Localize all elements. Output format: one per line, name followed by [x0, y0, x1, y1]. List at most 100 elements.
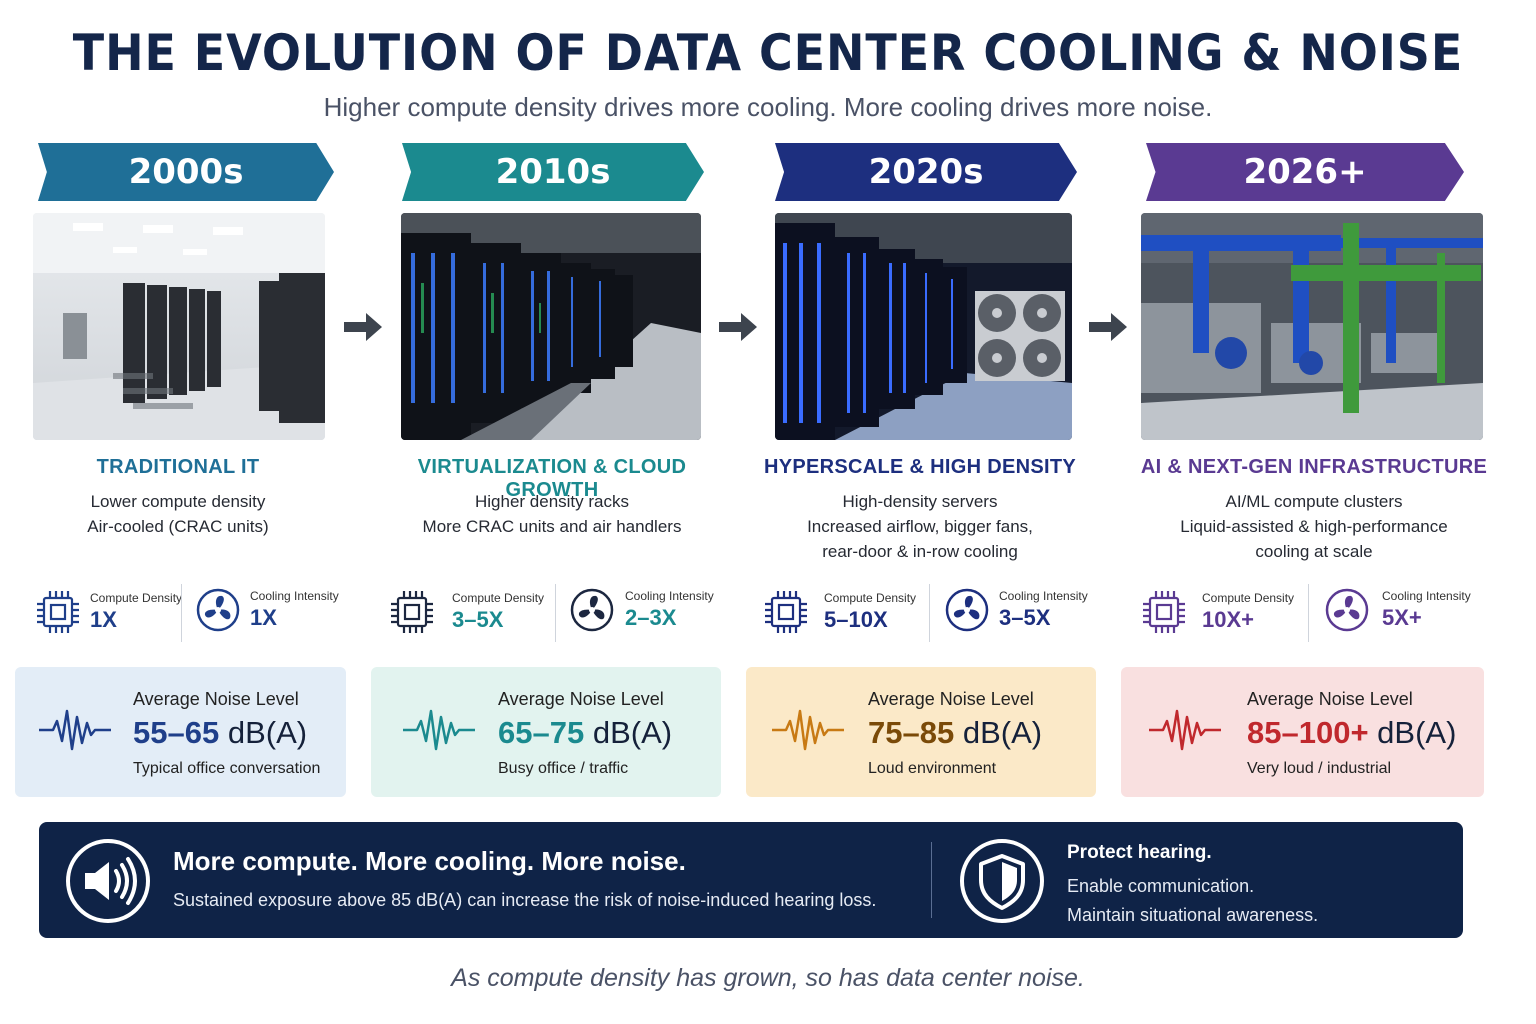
- chip-icon: [765, 591, 807, 633]
- era-desc-line: Higher density racks: [474, 492, 629, 511]
- metric-value: 1X: [250, 605, 277, 630]
- era-desc-line: Increased airflow, bigger fans,: [807, 517, 1033, 536]
- era-description: Lower compute density Air-cooled (CRAC u…: [8, 489, 348, 539]
- footer-headline: More compute. More cooling. More noise.: [173, 846, 686, 876]
- era-desc-line: Liquid-assisted & high-performance: [1180, 517, 1448, 536]
- speaker-icon: [66, 839, 150, 923]
- era-banner-2026: 2026+: [1146, 143, 1464, 201]
- metric-label: Compute Density: [824, 591, 917, 605]
- metric-label: Cooling Intensity: [1382, 589, 1471, 603]
- noise-range: 75–85: [868, 715, 955, 750]
- fan-icon: [196, 588, 240, 632]
- metric-label: Cooling Intensity: [625, 589, 714, 603]
- noise-description: Busy office / traffic: [498, 760, 629, 777]
- arrow-right-icon: [1089, 313, 1127, 341]
- era-description: High-density servers Increased airflow, …: [740, 489, 1100, 564]
- metric-label: Compute Density: [452, 591, 545, 605]
- noise-value: 65–75 dB(A): [498, 715, 672, 751]
- era-desc-line: Lower compute density: [90, 492, 266, 511]
- compute-density-metric: Compute Density 3–5X: [388, 588, 544, 636]
- metric-label: Compute Density: [90, 591, 183, 605]
- noise-range: 55–65: [133, 715, 220, 750]
- era-banner-2010s: 2010s: [402, 143, 704, 201]
- protect-line: Enable communication.: [1067, 876, 1255, 896]
- noise-card-2010s: Average Noise Level 65–75 dB(A) Busy off…: [371, 667, 721, 797]
- page-subtitle: Higher compute density drives more cooli…: [323, 92, 1213, 122]
- chip-icon: [1143, 591, 1185, 633]
- noise-range: 85–100+: [1247, 715, 1369, 750]
- metric-value: 5–10X: [824, 607, 888, 632]
- era-title: HYPERSCALE & HIGH DENSITY: [764, 456, 1076, 478]
- era-label: 2000s: [128, 152, 244, 192]
- footer-warning: Sustained exposure above 85 dB(A) can in…: [173, 890, 877, 910]
- era-desc-line: High-density servers: [842, 492, 998, 511]
- compute-density-metric: Compute Density 1X: [34, 588, 182, 636]
- era-label: 2010s: [495, 152, 611, 192]
- era-2000s: 2000s TRADITIONAL IT Lower compute densi…: [33, 143, 338, 536]
- footer-banner: More compute. More cooling. More noise. …: [39, 822, 1463, 938]
- era-description: AI/ML compute clusters Liquid-assisted &…: [1124, 489, 1504, 564]
- metric-value: 10X+: [1202, 607, 1254, 632]
- noise-unit: dB(A): [584, 715, 673, 750]
- cooling-intensity-metric: Cooling Intensity 3–5X: [945, 588, 1088, 632]
- era-2026-plus: 2026+ AI & NEXT-GEN INFRASTRUCTURE AI/ML…: [1141, 143, 1487, 561]
- era-desc-line: AI/ML compute clusters: [1225, 492, 1403, 511]
- era-banner-2020s: 2020s: [775, 143, 1077, 201]
- noise-unit: dB(A): [954, 715, 1043, 750]
- noise-value: 55–65 dB(A): [133, 715, 307, 751]
- cooling-intensity-metric: Cooling Intensity 5X+: [1325, 588, 1471, 632]
- bottom-caption: As compute density has grown, so has dat…: [451, 964, 1085, 992]
- era-banner-2000s: 2000s: [38, 143, 334, 201]
- metric-divider: [181, 584, 182, 642]
- fan-icon: [570, 588, 614, 632]
- sound-wave-icon: [403, 709, 475, 751]
- sound-wave-icon: [1149, 709, 1221, 751]
- era-label: 2020s: [868, 152, 984, 192]
- chip-icon: [37, 591, 79, 633]
- noise-unit: dB(A): [219, 715, 308, 750]
- arrow-right-icon: [719, 313, 757, 341]
- footer-divider: [931, 842, 932, 918]
- cooling-intensity-metric: Cooling Intensity 2–3X: [570, 588, 714, 632]
- metric-value: 2–3X: [625, 605, 677, 630]
- metric-value: 5X+: [1382, 605, 1422, 630]
- noise-range: 65–75: [498, 715, 585, 750]
- metric-divider: [1308, 584, 1309, 642]
- protect-line: Maintain situational awareness.: [1067, 905, 1319, 925]
- sound-wave-icon: [772, 709, 844, 751]
- noise-description: Very loud / industrial: [1247, 760, 1392, 777]
- era-title: TRADITIONAL IT: [96, 456, 260, 478]
- protect-lines: Enable communication. Maintain situation…: [1067, 872, 1318, 930]
- noise-description: Typical office conversation: [133, 760, 321, 777]
- noise-card-2000s: Average Noise Level 55–65 dB(A) Typical …: [15, 667, 346, 797]
- metric-divider: [929, 584, 930, 642]
- compute-density-metric: Compute Density 5–10X: [762, 588, 916, 636]
- fan-icon: [1325, 588, 1369, 632]
- metric-value: 3–5X: [999, 605, 1051, 630]
- sound-wave-icon: [39, 709, 111, 751]
- era-photo-2000s: [33, 213, 325, 440]
- noise-label: Average Noise Level: [1247, 689, 1413, 709]
- era-title: VIRTUALIZATION & CLOUD GROWTH: [417, 456, 687, 501]
- era-2010s: 2010s VIRTUALIZATION & CLOUD GROWTH High…: [401, 143, 704, 536]
- chip-icon: [391, 591, 433, 633]
- metric-divider: [555, 584, 556, 642]
- noise-description: Loud environment: [868, 760, 997, 777]
- era-photo-2010s: [401, 213, 701, 440]
- noise-label: Average Noise Level: [868, 689, 1034, 709]
- metric-label: Cooling Intensity: [250, 589, 339, 603]
- metric-label: Compute Density: [1202, 591, 1295, 605]
- era-desc-line: More CRAC units and air handlers: [422, 517, 682, 536]
- noise-value: 75–85 dB(A): [868, 715, 1042, 751]
- metric-value: 1X: [90, 607, 117, 632]
- protect-title: Protect hearing.: [1067, 842, 1212, 863]
- era-2020s: 2020s HYPERSCALE & HIGH DENSITY High-den…: [764, 143, 1077, 561]
- metric-label: Cooling Intensity: [999, 589, 1088, 603]
- page-title: THE EVOLUTION OF DATA CENTER COOLING & N…: [72, 24, 1464, 82]
- era-photo-2020s: [775, 213, 1072, 440]
- noise-label: Average Noise Level: [133, 689, 299, 709]
- era-description: Higher density racks More CRAC units and…: [372, 489, 732, 539]
- noise-label: Average Noise Level: [498, 689, 664, 709]
- era-desc-line: cooling at scale: [1255, 542, 1373, 561]
- arrow-right-icon: [344, 313, 382, 341]
